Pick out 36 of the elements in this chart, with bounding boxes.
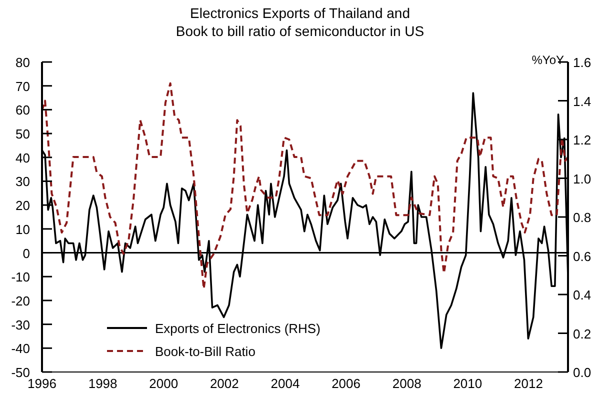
y-tick-label: 70: [16, 78, 30, 94]
x-tick-label: 2004: [270, 376, 300, 391]
y2-tick-label: 0.6: [573, 248, 592, 264]
x-tick-label: 2002: [210, 376, 239, 391]
y-tick-label: 10: [16, 222, 30, 237]
y2-tick-label: 0.0: [573, 365, 592, 380]
y2-axis-title: %YoY: [532, 53, 564, 67]
y-tick-label: 60: [16, 102, 30, 118]
x-tick-label: 2006: [332, 376, 361, 391]
y-tick-label: 80: [16, 55, 30, 70]
x-tick-label: 1996: [28, 376, 56, 391]
y-tick-label: -20: [11, 293, 30, 308]
y-tick-label: -40: [11, 341, 30, 356]
y2-tick-label: 0.8: [573, 210, 592, 225]
x-tick-label: 2010: [453, 376, 482, 391]
y2-tick-label: 1.0: [573, 171, 592, 186]
y2-tick-label: 1.6: [573, 55, 592, 70]
y2-tick-label: 1.2: [573, 132, 592, 148]
x-tick-label: 2012: [514, 376, 543, 391]
y2-tick-label: 0.2: [573, 326, 592, 342]
x-tick-label: 1998: [88, 376, 118, 391]
y-tick-label: -10: [11, 270, 30, 285]
chart-title: Electronics Exports of Thailand and Book to bill ratio of semiconductor in US: [176, 5, 424, 39]
legend-label: Exports of Electronics (RHS): [155, 321, 320, 336]
y-tick-label: 40: [16, 150, 30, 166]
y-tick-label: -30: [11, 317, 30, 332]
y-tick-label: 50: [16, 126, 30, 142]
x-tick-label: 2000: [149, 376, 178, 391]
y-tick-label: 30: [16, 174, 30, 190]
y2-tick-label: 1.4: [573, 94, 592, 109]
y-tick-label: 20: [16, 198, 30, 214]
y-tick-label: 0: [22, 246, 30, 261]
x-tick-label: 2008: [392, 376, 422, 391]
legend-label: Book-to-Bill Ratio: [155, 344, 256, 359]
y2-tick-label: 0.4: [573, 288, 592, 302]
y-tick-label: -50: [11, 365, 30, 380]
